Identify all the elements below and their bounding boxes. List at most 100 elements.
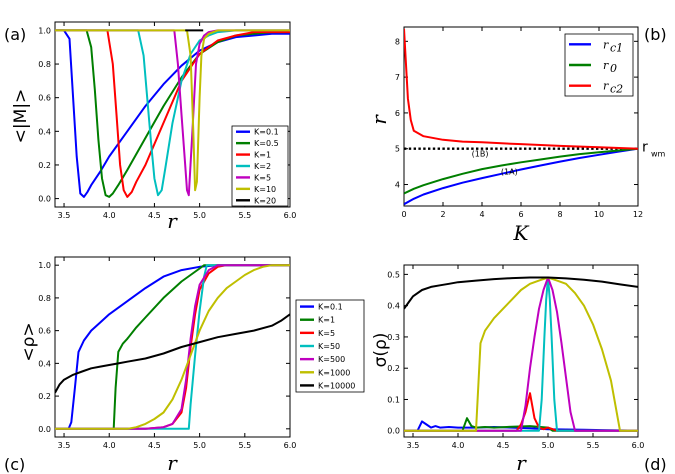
series-k-10 [55,29,290,192]
legend-label-k-500: K=500 [318,355,345,364]
legend-label-k-1: K=1 [254,151,271,160]
legend-label-k-1000: K=1000 [318,368,350,377]
y-tick-label: 0.6 [38,94,51,103]
series-k-1000 [55,264,290,430]
y-tick-label: 8 [395,37,400,46]
series-r-0 [404,147,638,195]
x-tick-label: 3.5 [58,441,71,450]
y-tick-label: 0.4 [38,127,51,136]
plot-frame [54,256,291,438]
x-tick-label: 5.0 [193,211,206,220]
y-tick-label: 4 [395,181,400,190]
y-tick-label: 6 [395,109,400,118]
legend-label-k-10: K=10 [254,185,276,194]
x-tick-label: 4.0 [103,211,116,220]
y-tick-label: 0.0 [387,427,400,436]
y-tick-label: 0.6 [38,327,51,336]
x-tick-label: 4.0 [103,441,116,450]
legend-label-k-0-5: K=0.5 [254,139,279,148]
legend-label-k-10000: K=10000 [318,381,355,390]
legend-label-k-50: K=50 [318,342,340,351]
y-tick-label: 0.2 [38,161,51,170]
y-tick-label: 7 [395,73,400,82]
panel-d: 3.5 4.0 4.5 5.0 5.5 6.0 0.0 0.1 0.2 0.3 0.4 0.5 r σ(ρ… [371,264,667,474]
x-tick-label: 6.0 [284,211,297,220]
x-tick-label: 4.5 [497,441,510,450]
legend-label-k-5: K=5 [318,329,335,338]
series-k-10000 [55,313,290,394]
x-tick-label: 8 [557,210,562,219]
y-axis-label: <|M|> [11,89,31,144]
series-k-0-1 [55,29,290,198]
legend-label-k-2: K=2 [254,162,271,171]
y-tick-label: 5 [395,145,400,154]
legend-label-k-1: K=1 [318,316,335,325]
series-r-c1 [404,147,638,206]
series-k-1 [55,29,290,198]
series-r-c2 [404,28,638,150]
y-tick-label: 0.3 [387,333,400,342]
panel-a: 3.5 4.0 4.5 5.0 5.5 6.0 0.0 0.2 0.4 0.6 0.8 1.0 K=0.… [4,21,297,233]
x-tick-label: 6.0 [284,441,297,450]
x-axis-label: r [516,451,527,474]
rwm-label: r [642,140,648,156]
x-tick-label: 10 [594,210,604,219]
legend-label-k-0-1: K=0.1 [254,128,279,137]
y-tick-label: 0.0 [38,195,51,204]
y-tick-label: 0.2 [38,392,51,401]
y-tick-label: 0.8 [38,294,51,303]
x-axis-label: r [167,451,178,474]
annotation-1a: (1A) [501,167,518,176]
series-k-500 [55,264,290,430]
x-tick-label: 3.5 [407,441,420,450]
y-tick-label: 1.0 [38,261,51,270]
series-k-5 [404,392,638,432]
legend-label-main: r [603,59,609,72]
x-tick-label: 0 [401,210,406,219]
legend-label-sub: 0 [610,62,617,75]
y-tick-label: 0.2 [387,364,400,373]
y-axis-label: σ(ρ) [371,333,391,368]
series-k-1 [55,264,290,430]
y-tick-label: 0.4 [387,302,400,311]
annotation-1b: (1B) [472,150,489,159]
y-tick-label: 0.4 [38,359,51,368]
y-tick-label: 0.8 [38,60,51,69]
x-tick-label: 6.0 [632,441,645,450]
panel-label: (c) [4,455,25,474]
panel-label: (d) [644,455,667,474]
legend-label-sub: c1 [610,41,623,54]
rwm-subscript: wm [651,150,666,159]
panel-label: (b) [644,25,667,44]
x-tick-label: 5.5 [587,441,600,450]
y-axis-label: <ρ> [19,322,39,361]
legend-label-k-5: K=5 [254,173,271,182]
panel-c: 3.5 4.0 4.5 5.0 5.5 6.0 0.0 0.2 0.4 0.6 0.8 1.0 K=0.… [4,256,365,474]
y-tick-label: 0.5 [387,270,400,279]
y-tick-label: 1.0 [38,26,51,35]
x-tick-label: 6 [518,210,523,219]
legend-label-k-0-1: K=0.1 [318,303,343,312]
x-tick-label: 12 [633,210,643,219]
legend-label-main: r [603,80,609,93]
x-tick-label: 4.0 [452,441,465,450]
plot-frame [54,21,291,208]
legend-label-sub: c2 [610,83,623,96]
y-tick-label: 0.0 [38,425,51,434]
series-k-1 [404,417,638,432]
x-tick-label: 3.5 [58,211,71,220]
x-tick-label: 4.5 [148,441,161,450]
legend-label-main: r [603,38,609,51]
x-tick-label: 5.5 [238,441,251,450]
x-tick-label: 4 [479,210,484,219]
plot-frame [403,264,639,438]
x-axis-label: r [167,209,178,233]
y-tick-label: 0.1 [387,395,400,404]
series-k-10000 [404,276,638,310]
x-tick-label: 2 [440,210,445,219]
x-tick-label: 4.5 [148,211,161,220]
series-k-1000 [404,276,638,432]
x-axis-label: K [513,221,530,245]
